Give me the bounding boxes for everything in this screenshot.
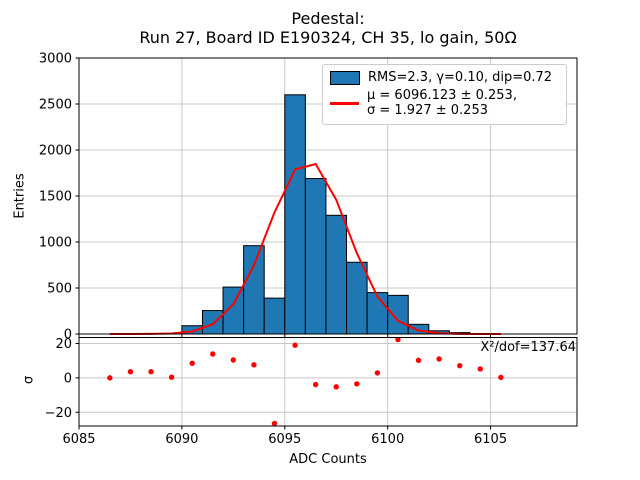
histogram-bars (181, 94, 471, 335)
residual-dot (107, 375, 113, 381)
ytick-label-top: 2500 (39, 98, 72, 113)
ytick-label-top: 2000 (39, 144, 72, 159)
title-line-2: Run 27, Board ID E190324, CH 35, lo gain… (139, 28, 517, 47)
histogram-bar (387, 294, 409, 335)
residual-dot (457, 362, 463, 369)
legend-entry-histogram: RMS=2.3, γ=0.10, dip=0.72 (330, 70, 566, 86)
xtick-label: 6105 (474, 432, 507, 447)
residual-dot (148, 368, 154, 375)
histogram-bar (366, 292, 389, 335)
residual-dot (354, 381, 360, 387)
histogram-legend-label: RMS=2.3, γ=0.10, dip=0.72 (368, 70, 553, 85)
ytick-label-bottom: 0 (64, 371, 72, 386)
ytick-label-top: 0 (64, 328, 72, 343)
residual-dot (415, 357, 422, 364)
x-axis-label: ADC Counts (289, 452, 367, 467)
residual-dot (395, 336, 401, 343)
fit-legend-label-line2: σ = 1.927 ± 0.253 (367, 103, 488, 118)
residual-dot (271, 420, 278, 427)
residual-dot (189, 360, 195, 366)
histogram-bar (304, 178, 327, 335)
title-line-1: Pedestal: (291, 9, 365, 28)
residual-dot (230, 357, 237, 363)
residual-dots (107, 336, 504, 427)
histogram-bar (243, 245, 265, 335)
y-axis-label-entries: Entries (12, 173, 28, 219)
histogram-bar (407, 323, 430, 335)
ytick-label-bottom: 20 (55, 337, 72, 352)
fit-legend-label: μ = 6096.123 ± 0.253, σ = 1.927 ± 0.253 (367, 88, 517, 119)
ytick-label-bottom: −20 (45, 406, 72, 421)
legend-entry-fit: μ = 6096.123 ± 0.253, σ = 1.927 ± 0.253 (330, 88, 566, 119)
histogram-bar (346, 261, 368, 335)
residual-dot (374, 370, 381, 376)
tick-marks (75, 57, 492, 430)
fit-curve-group (109, 163, 501, 335)
xtick-label: 6100 (371, 432, 404, 447)
fit-curve (109, 163, 501, 335)
ytick-label-top: 1500 (39, 190, 72, 205)
residual-dot (168, 374, 175, 380)
residual-dot (498, 374, 504, 381)
chi2-annotation: Χ²/dof=137.64 (480, 340, 576, 355)
xtick-label: 6090 (165, 432, 198, 447)
chart-title: Pedestal: Run 27, Board ID E190324, CH 3… (79, 9, 577, 47)
histogram-bar (284, 94, 306, 335)
ytick-label-top: 3000 (39, 52, 72, 67)
legend-box: RMS=2.3, γ=0.10, dip=0.72 μ = 6096.123 ±… (322, 64, 567, 125)
histogram-bar (201, 310, 224, 335)
y-axis-label-sigma: σ (21, 375, 37, 385)
residual-dot (251, 362, 257, 368)
ytick-label-top: 500 (47, 282, 72, 297)
histogram-bar (325, 214, 348, 335)
residual-dot (436, 356, 442, 362)
residual-dot (477, 366, 483, 372)
residual-dot (127, 368, 134, 375)
residual-dot (210, 351, 216, 357)
ytick-label-top: 1000 (39, 236, 72, 251)
residual-dot (312, 381, 319, 388)
residual-dot (292, 342, 298, 348)
fit-line-swatch (330, 101, 359, 105)
fit-legend-label-line1: μ = 6096.123 ± 0.253, (367, 87, 517, 103)
histogram-swatch (330, 70, 360, 85)
residual-dot (333, 384, 339, 390)
xtick-label: 6095 (268, 432, 301, 447)
xtick-label: 6085 (62, 432, 95, 447)
histogram-bar (263, 297, 286, 335)
